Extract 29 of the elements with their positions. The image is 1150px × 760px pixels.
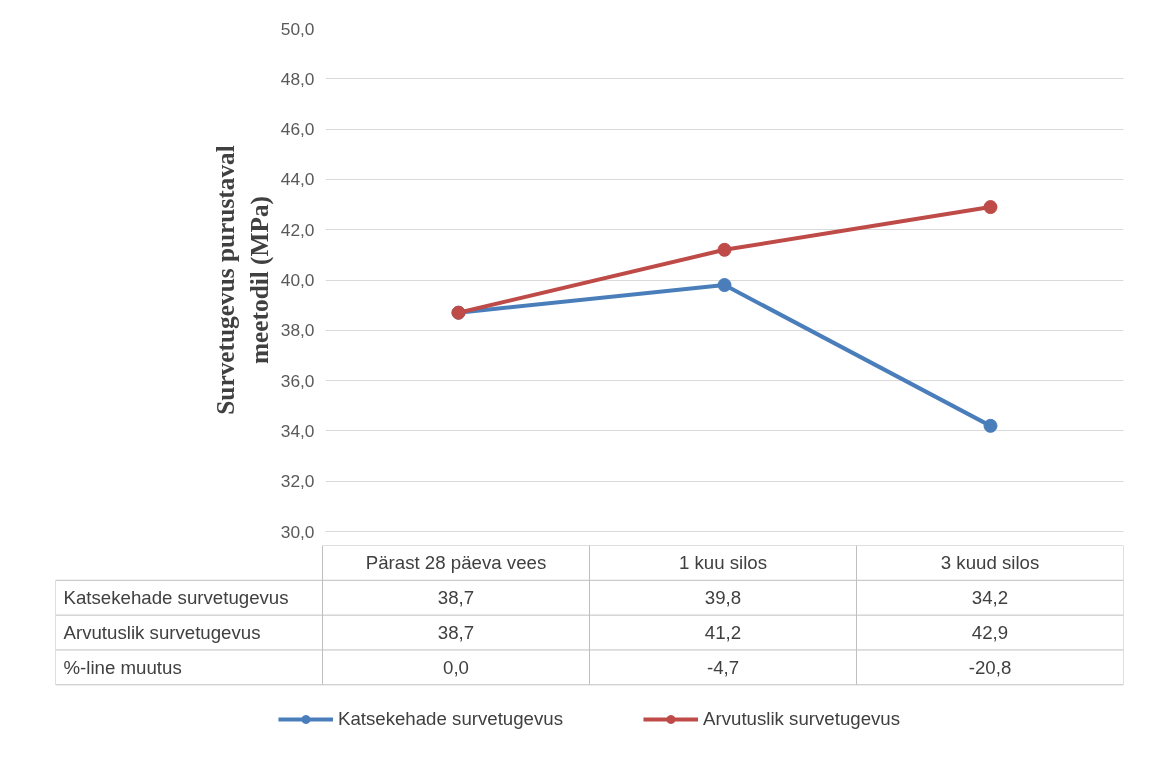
y-tick-label: 42,0	[280, 219, 315, 240]
y-tick-label: 34,0	[280, 420, 315, 441]
text: -4,7	[706, 656, 740, 678]
x-tick-label: Pärast 28 päeva vees	[365, 552, 547, 574]
data-label: 42,9	[971, 622, 1009, 644]
y-tick-label: 44,0	[280, 169, 315, 190]
text: -20,8	[968, 656, 1012, 678]
x-tick-label: 3 kuud silos	[940, 552, 1040, 574]
data-label: 39,8	[704, 587, 742, 609]
data-label: 34,2	[971, 587, 1009, 609]
y-tick-label: 50,0	[280, 18, 315, 39]
y-axis-title: Survetugevus purustaval meetodil (MPa)	[211, 145, 274, 415]
data-label: 38,7	[437, 587, 475, 609]
data-label: 41,2	[704, 622, 742, 644]
text: Arvutuslik survetugevus	[63, 622, 261, 644]
y-tick-label: 46,0	[280, 119, 315, 140]
text: Katsekehade survetugevus	[63, 587, 289, 609]
x-tick-label: 1 kuu silos	[678, 552, 768, 574]
data-label: 38,7	[437, 622, 475, 644]
legend-label: Katsekehade survetugevus	[337, 708, 564, 730]
y-tick-label: 30,0	[280, 521, 315, 542]
text: %-line muutus	[63, 656, 182, 678]
y-tick-label: 48,0	[280, 68, 315, 89]
text: 0,0	[443, 656, 469, 678]
y-tick-label: 32,0	[280, 471, 315, 492]
y-tick-label: 40,0	[280, 270, 315, 290]
y-tick-label: 36,0	[280, 370, 315, 391]
legend-label: Arvutuslik survetugevus	[703, 708, 901, 730]
y-tick-label: 38,0	[280, 320, 315, 341]
